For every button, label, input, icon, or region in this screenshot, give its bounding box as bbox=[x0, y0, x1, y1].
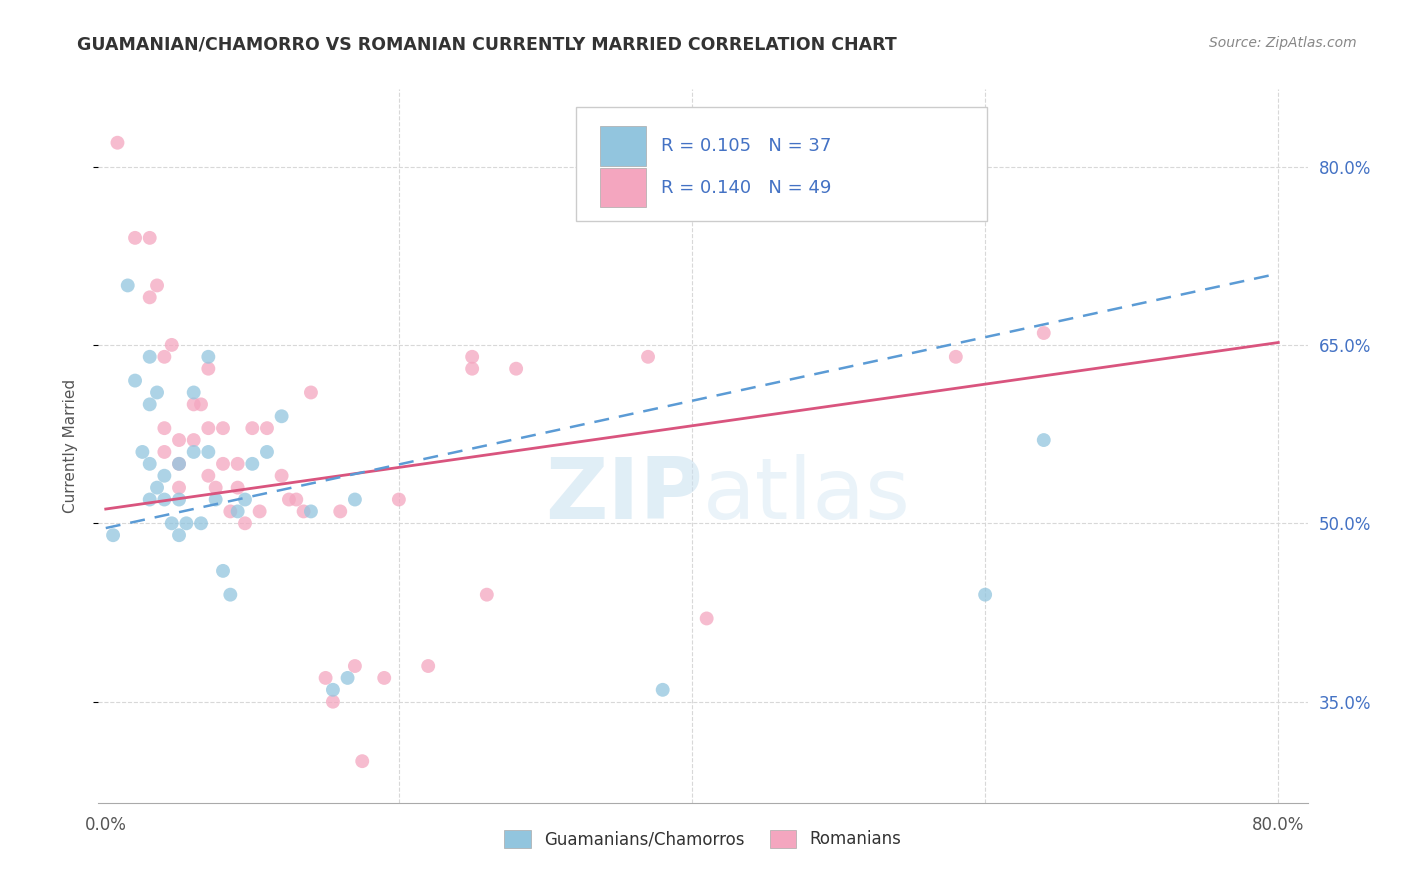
Point bbox=[138, 231, 160, 245]
Y-axis label: Currently Married: Currently Married bbox=[63, 379, 77, 513]
Point bbox=[461, 361, 484, 376]
Text: R = 0.105   N = 37: R = 0.105 N = 37 bbox=[661, 137, 831, 155]
Point bbox=[461, 350, 484, 364]
Point bbox=[153, 421, 176, 435]
Point bbox=[299, 385, 322, 400]
Bar bbox=[600, 168, 647, 207]
Point bbox=[270, 409, 292, 424]
Text: atlas: atlas bbox=[703, 454, 911, 538]
Point bbox=[322, 682, 344, 697]
Point bbox=[256, 421, 278, 435]
Bar bbox=[600, 127, 647, 166]
Point bbox=[249, 504, 271, 518]
Point bbox=[418, 659, 440, 673]
Point bbox=[637, 350, 659, 364]
Point bbox=[153, 350, 176, 364]
Point bbox=[197, 361, 219, 376]
Point bbox=[183, 433, 205, 447]
Point bbox=[124, 231, 146, 245]
Point bbox=[183, 397, 205, 411]
Point bbox=[219, 504, 242, 518]
Point bbox=[233, 516, 256, 531]
Point bbox=[226, 481, 249, 495]
Point bbox=[219, 588, 242, 602]
Text: R = 0.140   N = 49: R = 0.140 N = 49 bbox=[661, 178, 831, 196]
Point bbox=[183, 445, 205, 459]
Point bbox=[160, 516, 183, 531]
Point bbox=[299, 504, 322, 518]
Point bbox=[167, 528, 190, 542]
Point bbox=[153, 468, 176, 483]
Point bbox=[167, 433, 190, 447]
Point bbox=[226, 504, 249, 518]
Point bbox=[1032, 433, 1054, 447]
Point bbox=[138, 457, 160, 471]
Point bbox=[343, 659, 366, 673]
Legend: Guamanians/Chamorros, Romanians: Guamanians/Chamorros, Romanians bbox=[498, 823, 908, 855]
Point bbox=[329, 504, 352, 518]
Point bbox=[292, 504, 315, 518]
Point bbox=[212, 421, 235, 435]
Point bbox=[233, 492, 256, 507]
Point bbox=[146, 278, 169, 293]
Text: Source: ZipAtlas.com: Source: ZipAtlas.com bbox=[1209, 36, 1357, 50]
Point bbox=[190, 516, 212, 531]
Point bbox=[124, 374, 146, 388]
Point bbox=[138, 397, 160, 411]
Point bbox=[475, 588, 498, 602]
Point bbox=[153, 492, 176, 507]
Point bbox=[270, 468, 292, 483]
Point bbox=[212, 564, 235, 578]
Point bbox=[167, 481, 190, 495]
Point bbox=[131, 445, 153, 459]
Point bbox=[167, 492, 190, 507]
Point bbox=[278, 492, 301, 507]
Point bbox=[212, 457, 235, 471]
Point bbox=[197, 445, 219, 459]
Point bbox=[190, 397, 212, 411]
Point bbox=[197, 421, 219, 435]
Point bbox=[651, 682, 673, 697]
Point bbox=[240, 457, 263, 471]
Point bbox=[945, 350, 967, 364]
Point bbox=[204, 492, 226, 507]
Point bbox=[138, 492, 160, 507]
Point bbox=[315, 671, 337, 685]
Point bbox=[388, 492, 411, 507]
Point bbox=[256, 445, 278, 459]
Point bbox=[285, 492, 308, 507]
Point bbox=[167, 457, 190, 471]
Point bbox=[183, 385, 205, 400]
Point bbox=[373, 671, 395, 685]
Point bbox=[240, 421, 263, 435]
Point bbox=[352, 754, 374, 768]
FancyBboxPatch shape bbox=[576, 107, 987, 221]
Point bbox=[146, 481, 169, 495]
Point bbox=[336, 671, 359, 685]
Point bbox=[176, 516, 198, 531]
Text: GUAMANIAN/CHAMORRO VS ROMANIAN CURRENTLY MARRIED CORRELATION CHART: GUAMANIAN/CHAMORRO VS ROMANIAN CURRENTLY… bbox=[77, 36, 897, 54]
Point bbox=[160, 338, 183, 352]
Point bbox=[197, 468, 219, 483]
Point bbox=[974, 588, 997, 602]
Point bbox=[505, 361, 527, 376]
Point bbox=[696, 611, 718, 625]
Point bbox=[226, 457, 249, 471]
Text: ZIP: ZIP bbox=[546, 454, 703, 538]
Point bbox=[204, 481, 226, 495]
Point bbox=[107, 136, 129, 150]
Point bbox=[197, 350, 219, 364]
Point bbox=[117, 278, 139, 293]
Point bbox=[343, 492, 366, 507]
Point bbox=[146, 385, 169, 400]
Point bbox=[138, 350, 160, 364]
Point bbox=[101, 528, 124, 542]
Point bbox=[322, 695, 344, 709]
Point bbox=[1032, 326, 1054, 340]
Point bbox=[153, 445, 176, 459]
Point bbox=[138, 290, 160, 304]
Point bbox=[167, 457, 190, 471]
